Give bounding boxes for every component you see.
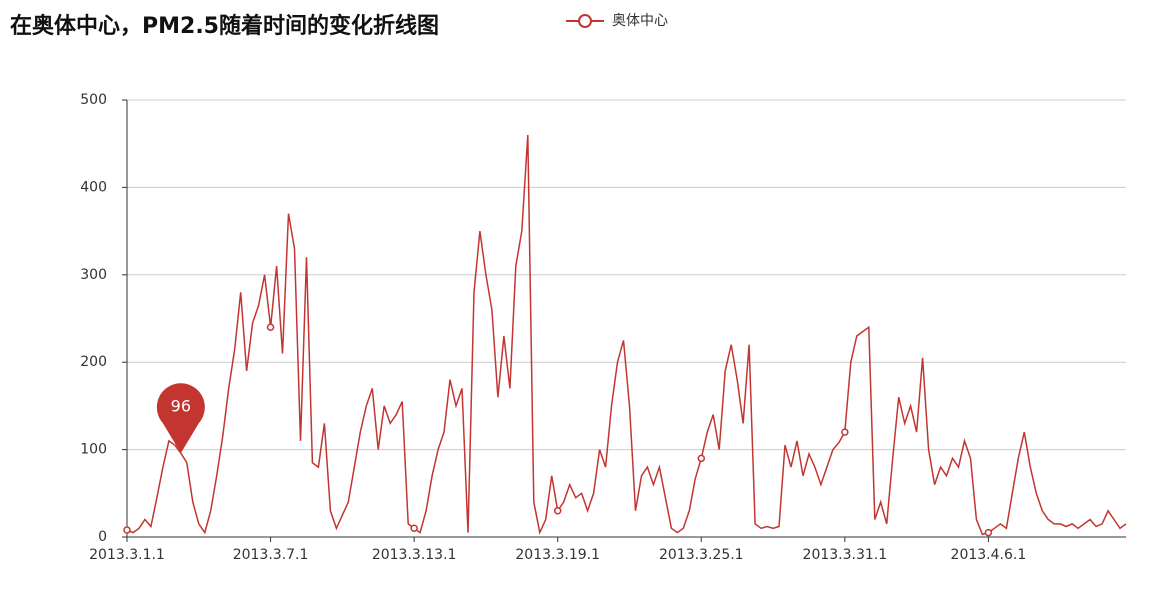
x-tick-label: 2013.3.7.1 xyxy=(233,547,309,563)
point xyxy=(266,323,275,331)
x-tick-label: 2013.4.6.1 xyxy=(951,547,1027,563)
point xyxy=(841,428,849,436)
y-tick-label: 300 xyxy=(80,267,107,283)
mark-pin xyxy=(156,383,205,454)
point xyxy=(697,454,706,463)
y-tick-label: 0 xyxy=(98,529,107,545)
legend-symbol xyxy=(578,14,592,28)
series-line xyxy=(126,134,1127,536)
x-tick-label: 2013.3.19.1 xyxy=(515,547,600,563)
mark-label: 96 xyxy=(171,397,191,416)
chart-title: 在奥体中心，PM2.5随着时间的变化折线图 xyxy=(10,13,439,39)
y-tick-label: 100 xyxy=(80,442,107,458)
mark-point: 96 xyxy=(156,383,205,454)
x-tick-label: 2013.3.1.1 xyxy=(89,547,165,563)
y-tick-label: 500 xyxy=(80,92,107,108)
point xyxy=(410,524,418,533)
legend-label: 奥体中心 xyxy=(612,12,668,29)
point xyxy=(984,528,993,537)
x-tick-label: 2013.3.13.1 xyxy=(372,547,457,563)
y-tick-label: 200 xyxy=(80,354,107,370)
y-tick-label: 400 xyxy=(80,179,107,195)
point xyxy=(123,526,131,534)
legend[interactable]: 奥体中心 xyxy=(566,12,668,29)
x-tick-label: 2013.3.25.1 xyxy=(659,547,744,563)
point xyxy=(553,507,562,515)
x-tick-label: 2013.3.31.1 xyxy=(803,547,888,563)
